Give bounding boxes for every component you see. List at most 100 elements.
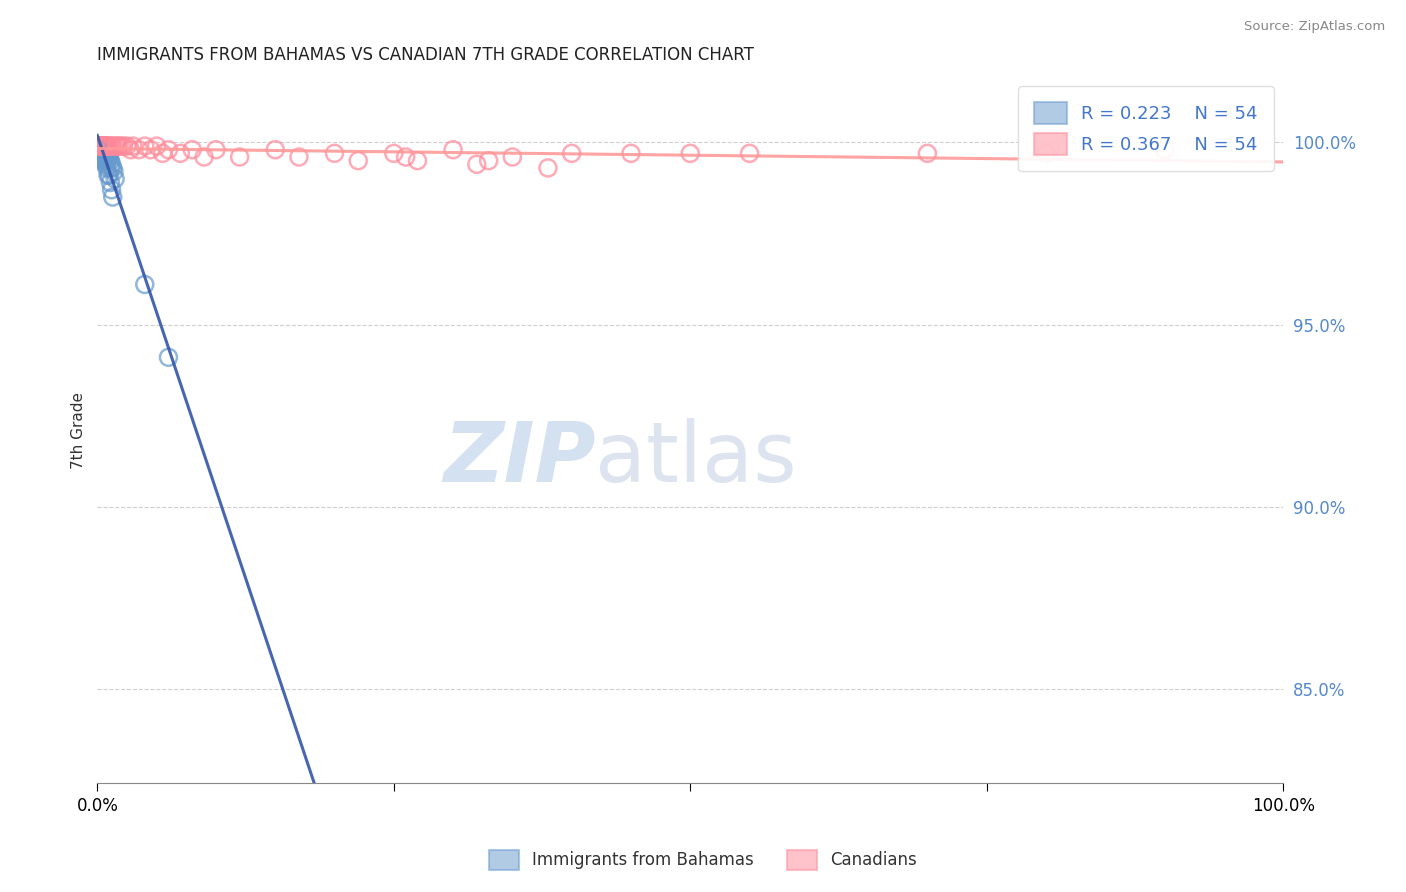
Point [537,161,560,175]
Point [134,277,156,292]
Point [89,143,111,157]
Point [90,146,112,161]
Point [91,139,114,153]
Point [98,168,121,182]
Point [87,139,110,153]
Point [917,146,939,161]
Point [100,161,122,175]
Point [205,143,228,157]
Point [478,153,501,168]
Point [91,150,114,164]
Point [90,143,112,157]
Point [98,139,121,153]
Point [152,146,174,161]
Point [107,139,129,153]
Point [738,146,761,161]
Point [93,153,115,168]
Point [128,143,150,157]
Point [94,157,117,171]
Point [228,150,250,164]
Point [94,139,117,153]
Point [91,139,114,153]
Point [97,139,120,153]
Point [90,139,112,153]
Point [91,143,114,157]
Point [97,150,120,164]
Point [91,146,114,161]
Text: ZIP: ZIP [443,417,595,499]
Point [193,150,215,164]
Point [115,139,138,153]
Point [90,139,112,153]
Y-axis label: 7th Grade: 7th Grade [72,392,86,468]
Point [91,143,114,157]
Point [91,143,114,157]
Point [465,157,488,171]
Point [90,150,112,164]
Point [157,351,180,365]
Text: atlas: atlas [595,417,797,499]
Point [93,146,115,161]
Legend: Immigrants from Bahamas, Canadians: Immigrants from Bahamas, Canadians [482,843,924,877]
Point [91,150,114,164]
Point [89,143,111,157]
Point [679,146,702,161]
Point [1153,143,1175,157]
Point [97,168,120,182]
Point [323,146,346,161]
Point [181,143,204,157]
Point [91,146,114,161]
Point [101,161,124,175]
Point [91,143,114,157]
Point [110,139,132,153]
Point [89,139,111,153]
Point [96,139,118,153]
Point [89,139,111,153]
Point [91,139,114,153]
Point [91,139,114,153]
Point [96,153,118,168]
Point [100,157,122,171]
Point [96,146,118,161]
Point [93,146,115,161]
Point [98,146,121,161]
Point [120,143,142,157]
Point [96,139,118,153]
Point [94,150,117,164]
Point [134,139,156,153]
Point [288,150,311,164]
Point [406,153,429,168]
Point [94,153,117,168]
Point [97,146,120,161]
Point [347,153,370,168]
Point [93,143,115,157]
Point [100,153,122,168]
Point [87,139,110,153]
Point [98,150,121,164]
Point [100,139,122,153]
Point [139,143,162,157]
Point [501,150,523,164]
Text: IMMIGRANTS FROM BAHAMAS VS CANADIAN 7TH GRADE CORRELATION CHART: IMMIGRANTS FROM BAHAMAS VS CANADIAN 7TH … [97,46,754,64]
Legend: R = 0.223    N = 54, R = 0.367    N = 54: R = 0.223 N = 54, R = 0.367 N = 54 [1018,86,1274,171]
Point [157,143,180,157]
Point [104,139,127,153]
Point [112,139,135,153]
Point [561,146,583,161]
Point [93,139,115,153]
Point [441,143,464,157]
Point [103,164,125,178]
Point [89,146,111,161]
Point [89,139,111,153]
Point [90,139,112,153]
Point [1035,146,1057,161]
Point [122,139,145,153]
Text: Source: ZipAtlas.com: Source: ZipAtlas.com [1244,20,1385,33]
Point [100,176,122,190]
Point [96,161,118,175]
Point [395,150,418,164]
Point [93,139,115,153]
Point [264,143,287,157]
Point [91,139,114,153]
Point [94,146,117,161]
